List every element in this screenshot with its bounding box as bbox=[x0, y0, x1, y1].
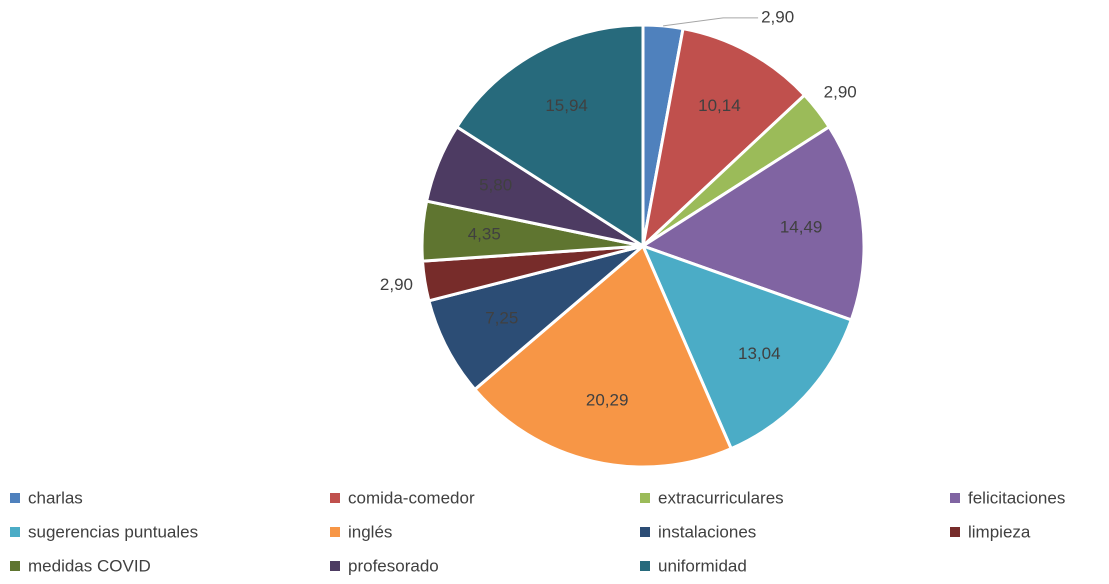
legend-label: sugerencias puntuales bbox=[28, 522, 198, 541]
legend-label: comida-comedor bbox=[348, 488, 475, 507]
legend-label: medidas COVID bbox=[28, 556, 151, 575]
legend-swatch bbox=[640, 493, 650, 503]
pie-slice bbox=[640, 243, 854, 451]
legend-label: extracurriculares bbox=[658, 488, 784, 507]
data-label: 20,29 bbox=[586, 391, 629, 410]
legend-label: uniformidad bbox=[658, 556, 747, 575]
legend-swatch bbox=[10, 527, 20, 537]
legend-label: inglés bbox=[348, 522, 392, 541]
legend-swatch bbox=[640, 561, 650, 571]
legend-swatch bbox=[10, 561, 20, 571]
data-label: 2,90 bbox=[824, 82, 857, 101]
pie-slice bbox=[640, 26, 807, 251]
data-label: 4,35 bbox=[468, 225, 501, 244]
data-label: 13,04 bbox=[738, 344, 781, 363]
data-label: 5,80 bbox=[479, 175, 512, 194]
legend-swatch bbox=[640, 527, 650, 537]
pie-slice bbox=[639, 124, 866, 322]
leader-line bbox=[663, 17, 759, 27]
legend-label: limpieza bbox=[968, 522, 1031, 541]
legend-swatch bbox=[330, 561, 340, 571]
pie-slice bbox=[427, 244, 644, 392]
pie-slice bbox=[454, 23, 645, 249]
pie-slice bbox=[472, 243, 734, 469]
data-label: 2,90 bbox=[380, 275, 413, 294]
data-label: 10,14 bbox=[698, 96, 741, 115]
legend-label: instalaciones bbox=[658, 522, 756, 541]
legend-swatch bbox=[950, 527, 960, 537]
legend-swatch bbox=[330, 527, 340, 537]
legend-swatch bbox=[330, 493, 340, 503]
data-label: 14,49 bbox=[780, 217, 823, 236]
legend-swatch bbox=[10, 493, 20, 503]
legend-label: profesorado bbox=[348, 556, 439, 575]
legend-label: felicitaciones bbox=[968, 488, 1065, 507]
data-label: 7,25 bbox=[485, 309, 518, 328]
data-label: 15,94 bbox=[545, 96, 588, 115]
legend-label: charlas bbox=[28, 488, 83, 507]
data-label: 2,90 bbox=[761, 7, 794, 26]
legend-swatch bbox=[950, 493, 960, 503]
